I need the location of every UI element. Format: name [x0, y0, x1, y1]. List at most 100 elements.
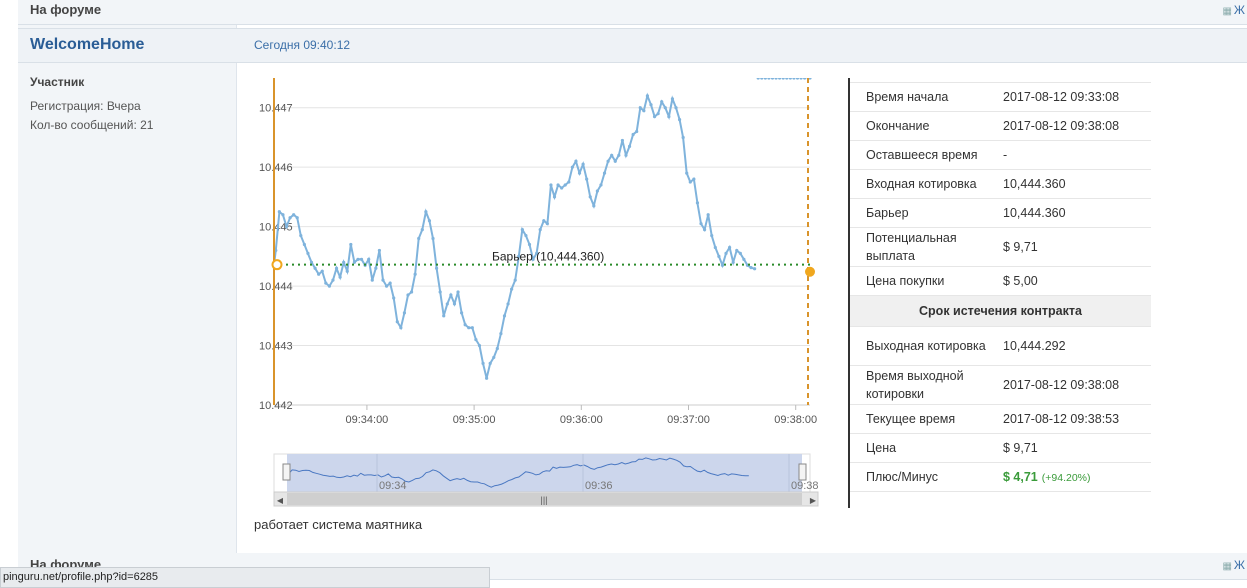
browser-status-bar: pinguru.net/profile.php?id=6285: [0, 567, 490, 588]
data-point: [710, 233, 714, 238]
data-point: [581, 162, 585, 166]
data-point: [567, 180, 571, 184]
row-value: $ 9,71: [1003, 240, 1038, 254]
data-point: [677, 118, 682, 122]
row-label: Цена: [866, 441, 897, 455]
contract-details-table: 53052196188 Время начала 2017-08-12 09:33…: [848, 78, 1151, 508]
scroll-right-icon[interactable]: ▶: [810, 496, 817, 505]
data-point: [624, 153, 628, 157]
scrollbar-thumb[interactable]: [287, 493, 802, 505]
row-label: Барьер: [866, 206, 909, 220]
table-row: Цена покупки $ 5,00: [850, 267, 1151, 296]
row-value: 10,444.360: [1003, 206, 1066, 220]
data-point: [645, 94, 650, 98]
y-tick-label: 10.443: [259, 341, 293, 353]
data-point: [513, 278, 517, 282]
data-point: [542, 219, 546, 223]
data-point: [785, 76, 789, 80]
data-point: [349, 242, 353, 247]
data-point: [488, 361, 492, 365]
data-point: [792, 76, 796, 80]
data-point: [788, 76, 792, 80]
data-point: [702, 228, 707, 232]
row-value: $ 5,00: [1003, 274, 1038, 288]
data-point: [602, 171, 607, 175]
data-point: [574, 159, 578, 163]
data-point: [381, 278, 385, 282]
username-link[interactable]: WelcomeHome: [30, 36, 145, 53]
table-row: Текущее время 2017-08-12 09:38:53: [850, 405, 1151, 434]
data-point: [606, 159, 610, 163]
data-point: [502, 314, 507, 318]
data-point: [452, 302, 457, 306]
data-point: [667, 115, 671, 119]
registration-info: Регистрация: Вчера: [30, 99, 141, 113]
data-point: [674, 106, 678, 110]
data-point: [445, 302, 449, 306]
data-point: [688, 180, 692, 184]
data-point: [309, 260, 314, 264]
row-value: 2017-08-12 09:38:53: [1003, 412, 1120, 426]
data-point: [384, 284, 389, 288]
data-point: [406, 293, 410, 297]
data-point: [409, 290, 414, 294]
data-point: [753, 267, 757, 271]
navigator[interactable]: 09:34 09:36 09:38 ||| ◀ ▶: [273, 453, 819, 507]
data-point: [681, 135, 685, 140]
navigator-tick-label: 09:34: [379, 480, 407, 492]
data-point: [545, 222, 549, 226]
table-row-profit: Плюс/Минус $ 4,71 (+94.20%): [850, 463, 1151, 492]
post-actions-link[interactable]: ▦ Ж: [1222, 558, 1245, 572]
scroll-left-icon[interactable]: ◀: [277, 496, 284, 505]
data-point: [499, 332, 503, 336]
data-point: [374, 266, 378, 270]
data-point: [613, 159, 617, 163]
author-sidebar: [18, 0, 237, 588]
navigator-right-handle[interactable]: [798, 463, 807, 481]
data-point: [485, 376, 489, 380]
data-point: [599, 183, 603, 187]
data-point: [770, 76, 775, 80]
data-point: [610, 153, 614, 157]
data-point: [295, 216, 299, 220]
data-point: [345, 269, 349, 273]
data-point: [692, 177, 696, 181]
data-point: [449, 293, 453, 297]
profit-percent: (+94.20%): [1041, 472, 1091, 484]
plot-area: [274, 78, 810, 405]
data-point: [663, 106, 667, 110]
data-point: [356, 257, 360, 261]
data-point: [431, 236, 435, 241]
data-point: [577, 171, 582, 175]
data-point: [592, 204, 596, 208]
navigator-tick-label: 09:38: [791, 480, 819, 492]
data-point: [367, 257, 371, 261]
post-actions-link[interactable]: ▦ Ж: [1222, 3, 1245, 17]
row-value: 10,444.292: [1003, 339, 1066, 353]
data-point: [556, 183, 560, 187]
data-point: [370, 278, 374, 282]
barrier-label: Барьер (10,444.360): [492, 250, 604, 264]
data-point: [560, 186, 564, 190]
row-label: Время выходной котировки: [866, 369, 964, 401]
data-point: [427, 219, 432, 223]
data-point: [538, 228, 542, 232]
data-point: [281, 213, 285, 217]
data-point: [649, 103, 653, 107]
scrollbar-grip-icon: |||: [540, 495, 547, 505]
data-point: [510, 287, 514, 291]
row-label: Выходная котировка: [866, 339, 986, 353]
message-count: Кол-во сообщений: 21: [30, 118, 154, 132]
data-point: [713, 245, 717, 250]
data-point: [760, 76, 764, 80]
data-point: [620, 138, 624, 143]
data-point: [635, 129, 639, 134]
navigator-left-handle[interactable]: [282, 463, 291, 481]
row-value: 2017-08-12 09:38:08: [1003, 378, 1120, 392]
table-row: Входная котировка 10,444.360: [850, 170, 1151, 199]
navigator-selection[interactable]: [287, 454, 802, 492]
row-label: Время начала: [866, 90, 949, 104]
data-point: [324, 281, 328, 285]
data-point: [685, 171, 689, 175]
data-point: [377, 248, 382, 253]
